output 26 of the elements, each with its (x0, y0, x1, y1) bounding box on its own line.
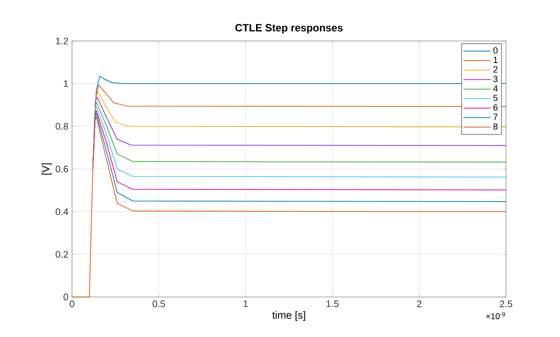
text: ×10$^{-9}$ (486, 312, 506, 320)
x-tick-label: 2 (417, 300, 422, 308)
legend-label: 0 (493, 47, 498, 54)
legend-label: 1 (494, 56, 498, 63)
y-tick-label: 1.2 (56, 38, 68, 44)
y-tick-label: 0 (64, 294, 68, 300)
y-tick-label: 0.6 (56, 166, 68, 172)
legend-label: 6 (493, 104, 498, 111)
y-axis-title: [V] (42, 163, 52, 175)
legend-label: 8 (493, 123, 498, 130)
x-axis-title: time [s] (272, 311, 306, 321)
x-tick-label: 1 (244, 300, 248, 308)
x-tick-label: 0.5 (152, 300, 165, 308)
x-tick-label: 1.5 (326, 300, 339, 308)
y-tick-label: 0.4 (56, 208, 68, 216)
legend-label: 4 (493, 85, 498, 92)
y-tick-label: 0.8 (56, 122, 68, 130)
x-tick-label: 0 (70, 300, 74, 308)
legend-label: 3 (493, 76, 498, 82)
legend-label: 2 (493, 66, 498, 72)
x-tick-label: 2.5 (500, 300, 512, 308)
legend-label: 5 (493, 94, 498, 102)
legend-label: 7 (493, 114, 498, 120)
y-tick-label: 0.2 (56, 250, 68, 258)
chart-title: CTLE Step responses (235, 24, 343, 34)
y-tick-label: 1 (64, 80, 68, 87)
